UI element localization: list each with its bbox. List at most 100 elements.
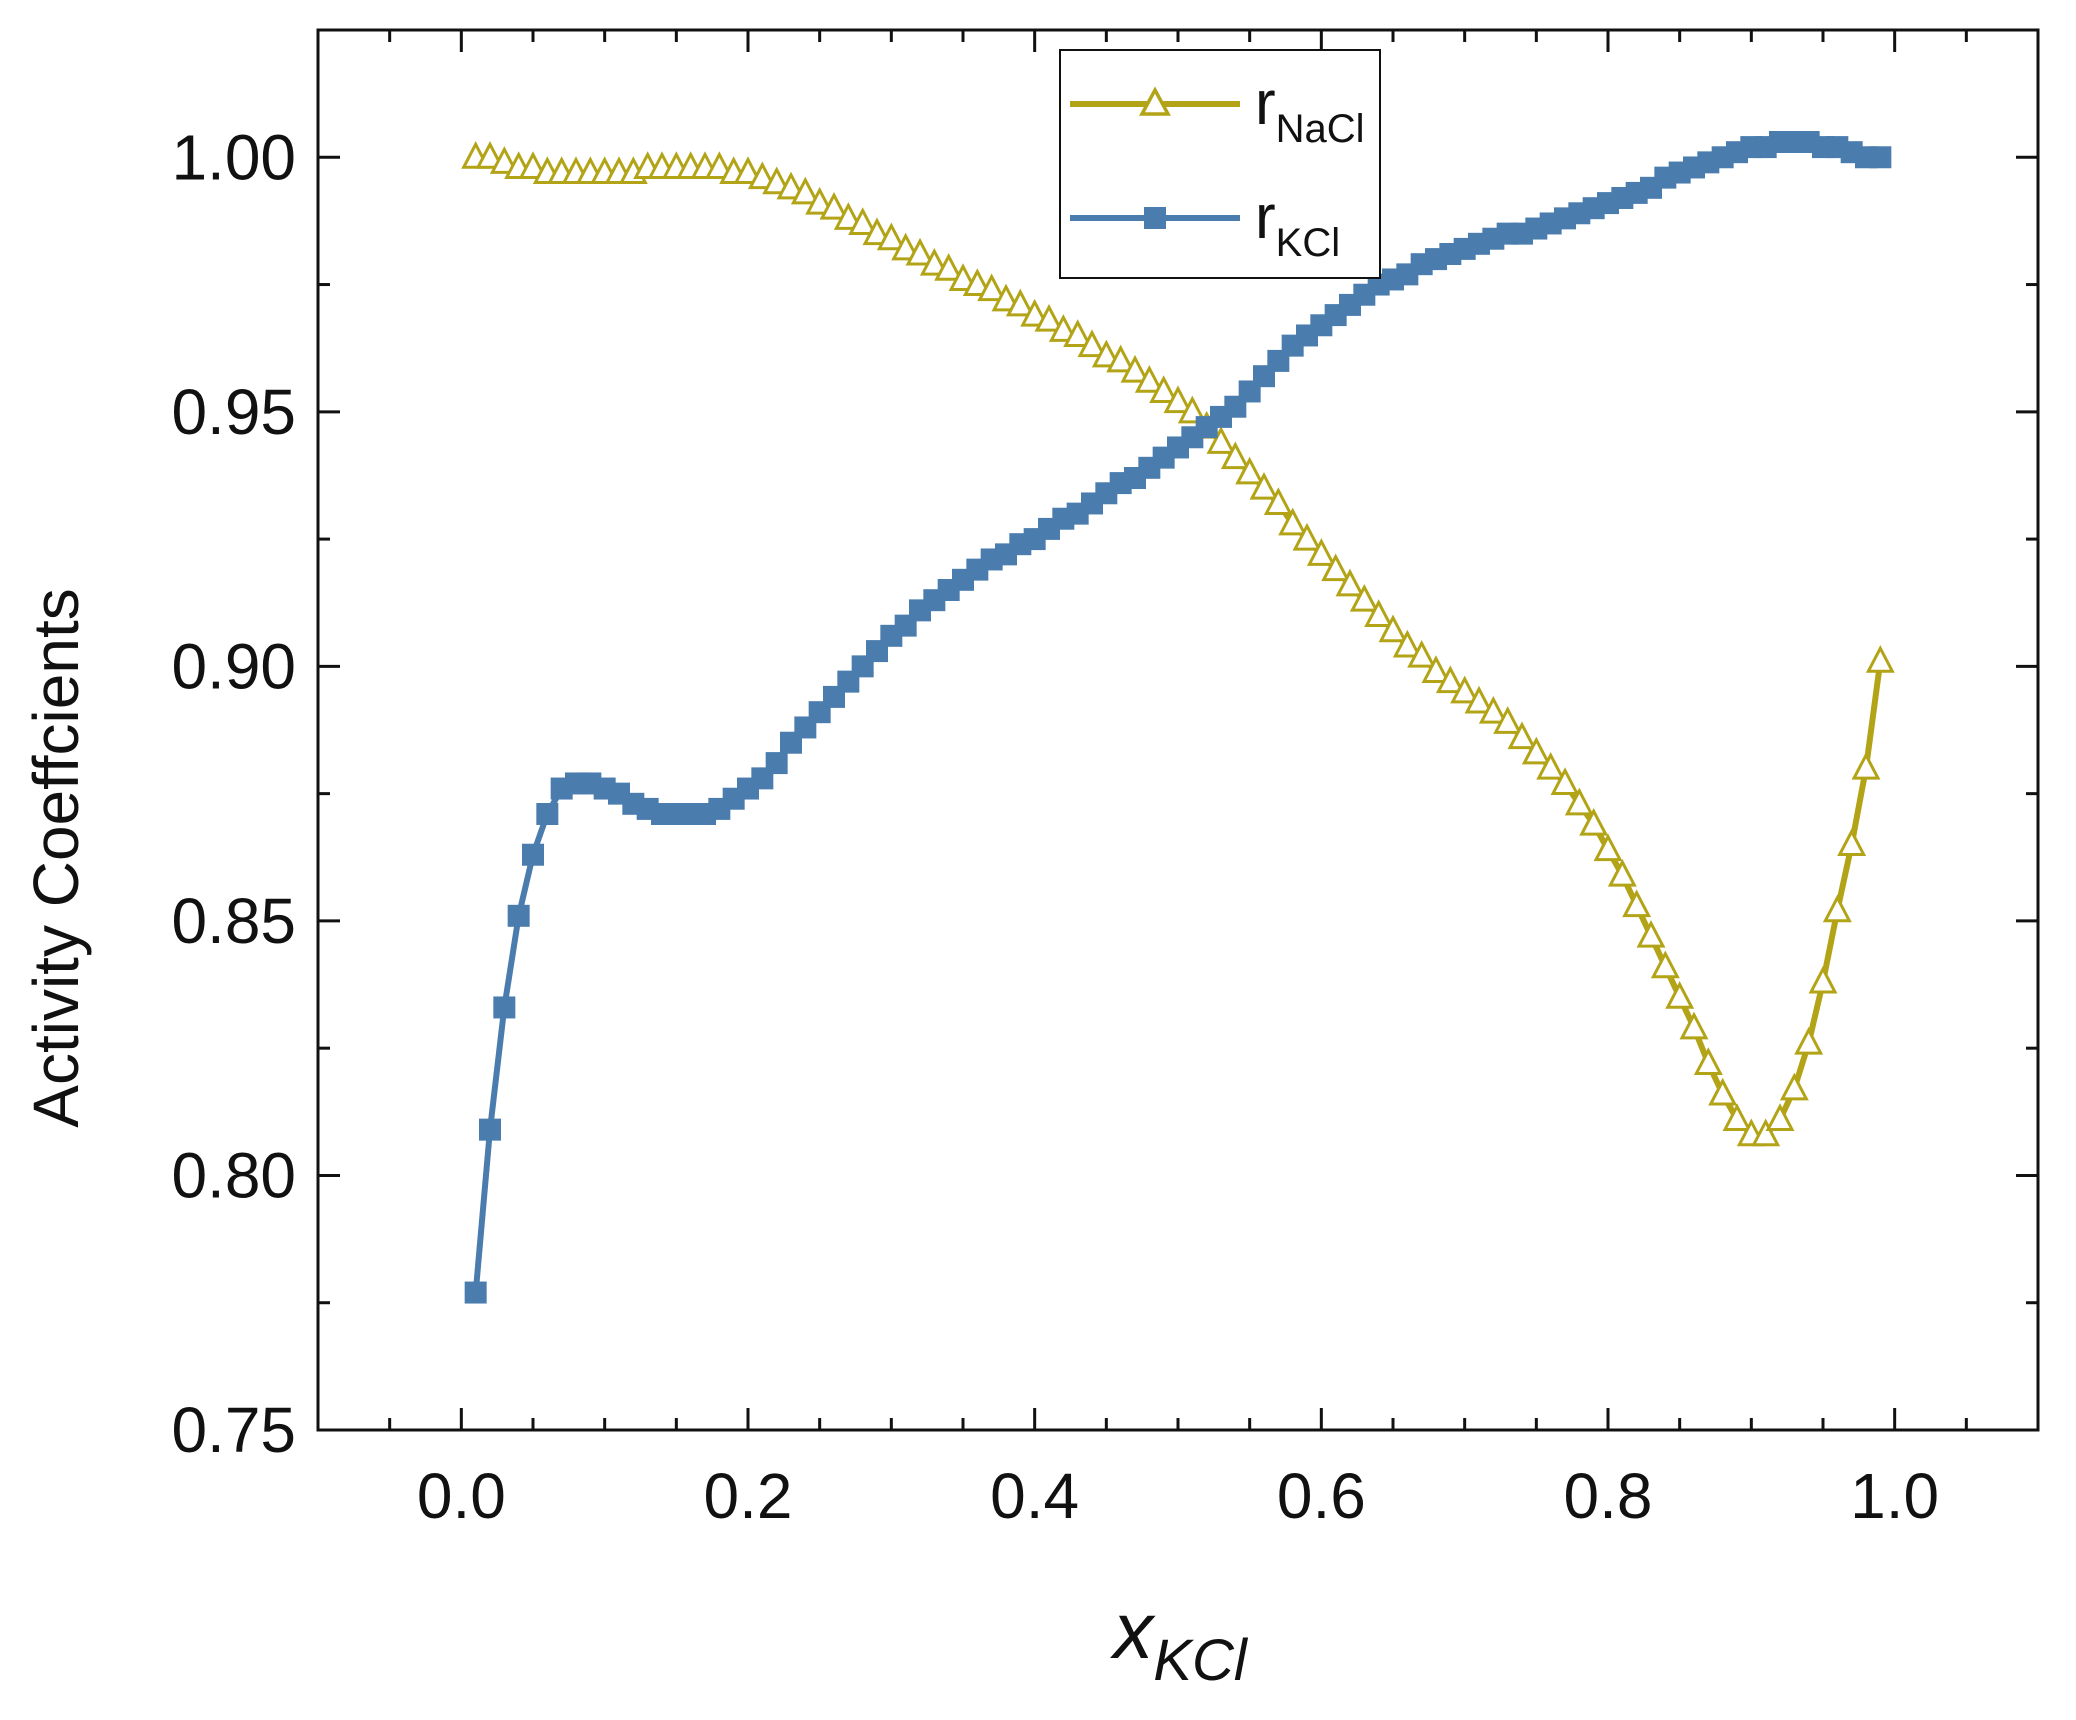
data-point-r_NaCl (1163, 385, 1193, 414)
x-tick-label: 0.2 (704, 1460, 793, 1532)
data-point-r_NaCl (1220, 441, 1250, 470)
data-point-r_NaCl (1693, 1047, 1723, 1075)
data-point-r_NaCl (934, 253, 964, 281)
data-point-r_NaCl (1579, 807, 1609, 836)
legend-label-nacl-main: r (1255, 69, 1276, 138)
data-point-r_NaCl (1106, 344, 1136, 373)
data-point-r_NaCl (905, 237, 935, 266)
x-tick-label: 0.6 (1277, 1460, 1366, 1532)
data-point-r_NaCl (977, 273, 1007, 302)
data-point-r_NaCl (475, 141, 505, 169)
data-point-r_NaCl (1536, 751, 1566, 780)
x-axis-title: xKCl (1109, 1586, 1249, 1693)
legend-entry-kcl: rKCl (1070, 183, 1340, 265)
y-axis-title: Activity Coeffcients (20, 588, 92, 1127)
y-tick-label: 0.85 (171, 885, 296, 957)
data-point-r_NaCl (848, 207, 878, 235)
data-point-r_NaCl (1048, 314, 1078, 342)
series-line-r_NaCl (475, 154, 1884, 1138)
legend: rNaCl rKCl (1059, 49, 1381, 279)
data-point-r_NaCl (1765, 1103, 1795, 1131)
y-tick-label: 0.90 (171, 630, 296, 702)
data-point-r_NaCl (1650, 950, 1680, 979)
y-axis-ticks: 0.75 0.80 0.85 0.90 0.95 1.00 (171, 121, 2038, 1466)
data-point-r_NaCl (1020, 298, 1050, 327)
data-point-r_NaCl (876, 222, 906, 251)
data-point-r_NaCl (1364, 599, 1394, 627)
legend-marker-nacl (1139, 86, 1171, 116)
data-point-r_NaCl (1407, 639, 1437, 668)
data-point-r_NaCl (1306, 538, 1336, 566)
y-tick-label: 0.75 (171, 1394, 296, 1466)
data-point-r_NaCl (733, 156, 763, 185)
legend-box (1059, 49, 1381, 279)
data-point-r_NaCl (1177, 395, 1207, 424)
data-point-r_NaCl (1837, 828, 1867, 857)
data-point-r_NaCl (1636, 919, 1666, 948)
x-tick-label: 0.8 (1564, 1460, 1653, 1532)
x-tick-label: 1.0 (1850, 1460, 1939, 1532)
series-r_NaCl (461, 141, 1895, 1147)
data-point-r_NaCl (919, 247, 949, 276)
data-point-r_NaCl (1263, 487, 1293, 515)
data-point-r_KCl (1869, 146, 1892, 169)
data-point-r_NaCl (776, 171, 806, 200)
x-tick-label: 0.0 (417, 1460, 506, 1532)
data-point-r_NaCl (1278, 507, 1308, 536)
legend-entry-nacl: rNaCl (1070, 69, 1365, 151)
data-point-r_KCl (536, 803, 559, 825)
legend-label-kcl-sub: KCl (1276, 221, 1340, 265)
data-point-r_NaCl (1421, 655, 1451, 683)
data-point-r_NaCl (1478, 695, 1508, 724)
data-point-r_NaCl (1722, 1103, 1752, 1131)
data-point-r_NaCl (1493, 706, 1523, 734)
data-point-r_NaCl (1665, 981, 1695, 1009)
data-point-r_NaCl (862, 217, 892, 246)
series-layer (461, 131, 1895, 1304)
data-point-r_NaCl (805, 186, 835, 215)
x-tick-label: 0.4 (990, 1460, 1079, 1532)
x-axis-title-main: x (1109, 1586, 1156, 1675)
data-point-r_NaCl (1335, 568, 1365, 597)
data-point-r_NaCl (1378, 614, 1408, 643)
data-point-r_NaCl (762, 166, 792, 195)
data-point-r_NaCl (1149, 375, 1179, 403)
data-point-r_NaCl (1622, 889, 1652, 918)
data-point-r_NaCl (1034, 303, 1064, 332)
data-point-r_NaCl (819, 191, 849, 220)
series-line-r_KCl (472, 139, 1881, 1293)
data-point-r_NaCl (1134, 365, 1164, 393)
data-point-r_NaCl (1593, 833, 1623, 862)
data-point-r_NaCl (1779, 1072, 1809, 1101)
data-point-r_NaCl (1865, 645, 1895, 673)
data-point-r_NaCl (1005, 288, 1035, 317)
legend-label-kcl-main: r (1255, 183, 1276, 252)
data-point-r_NaCl (1206, 426, 1236, 454)
legend-label-kcl: rKCl (1255, 183, 1340, 265)
legend-label-nacl: rNaCl (1255, 69, 1365, 151)
legend-marker-kcl (1144, 207, 1166, 229)
data-point-r_KCl (507, 904, 530, 927)
x-axis-ticks: 0.0 0.2 0.4 0.6 0.8 1.0 (388, 30, 1968, 1532)
data-point-r_NaCl (1091, 339, 1121, 368)
data-point-r_KCl (479, 1118, 501, 1141)
legend-label-nacl-sub: NaCl (1276, 107, 1365, 151)
data-point-r_KCl (493, 996, 516, 1019)
data-point-r_NaCl (1392, 629, 1422, 658)
data-point-r_NaCl (1063, 319, 1093, 347)
data-point-r_NaCl (790, 176, 820, 205)
data-point-r_NaCl (991, 283, 1021, 312)
data-point-r_NaCl (1292, 522, 1322, 551)
data-point-r_NaCl (1550, 767, 1580, 795)
data-point-r_NaCl (1607, 858, 1637, 887)
x-axis-title-sub: KCl (1153, 1628, 1249, 1693)
data-point-r_NaCl (1249, 471, 1279, 500)
data-point-r_NaCl (1521, 736, 1551, 765)
data-point-r_NaCl (747, 161, 777, 190)
data-point-r_NaCl (1077, 329, 1107, 358)
data-point-r_KCl (522, 843, 544, 866)
data-point-r_NaCl (1349, 583, 1379, 612)
data-point-r_NaCl (833, 202, 863, 230)
data-point-r_NaCl (1822, 894, 1852, 923)
